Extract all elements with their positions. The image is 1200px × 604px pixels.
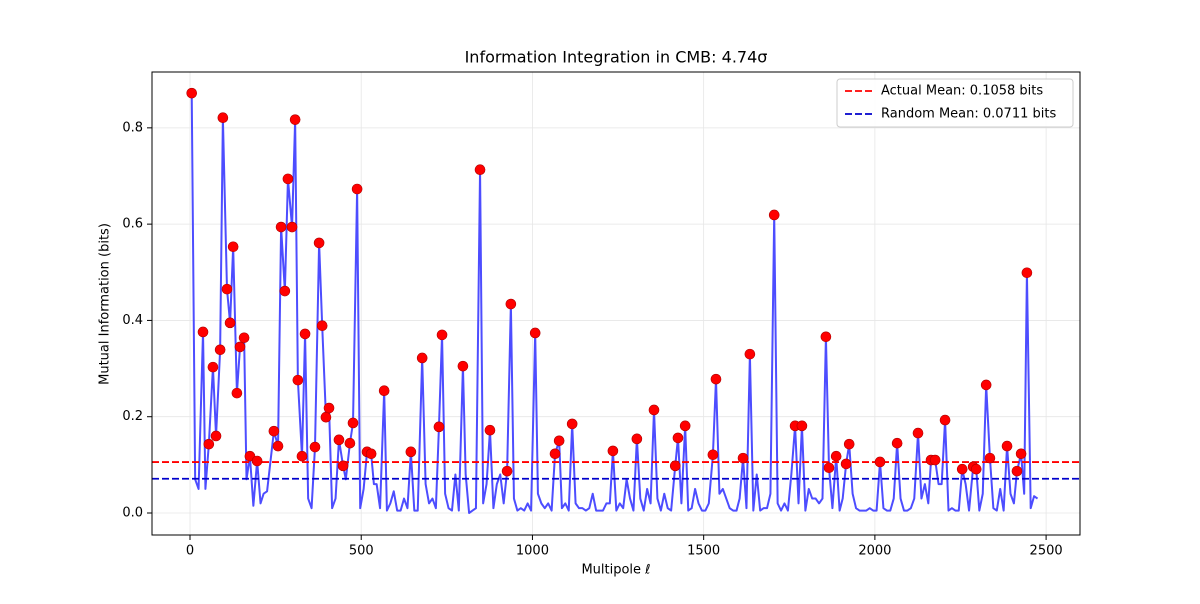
data-point <box>484 424 496 436</box>
data-point <box>553 435 565 447</box>
x-tick-label: 2000 <box>858 544 891 559</box>
data-point <box>221 283 233 295</box>
data-point <box>1021 267 1033 279</box>
data-point <box>272 440 284 452</box>
data-point <box>768 209 780 221</box>
y-tick-label: 0.8 <box>122 120 143 135</box>
data-point <box>796 420 808 432</box>
data-point <box>529 327 541 339</box>
axes-frame <box>151 71 1081 536</box>
data-point <box>744 348 756 360</box>
data-point <box>275 221 287 233</box>
data-point <box>436 329 448 341</box>
data-point <box>347 417 359 429</box>
data-point <box>292 374 304 386</box>
data-point <box>378 385 390 397</box>
x-tick-label: 0 <box>186 544 194 559</box>
data-point <box>224 317 236 329</box>
legend-label: Actual Mean: 0.1058 bits <box>881 84 1043 99</box>
x-tick-label: 1000 <box>516 544 549 559</box>
data-point <box>299 328 311 340</box>
data-point <box>607 445 619 457</box>
data-point <box>286 221 298 233</box>
data-point <box>323 402 335 414</box>
data-point <box>1011 465 1023 477</box>
data-point <box>217 112 229 124</box>
data-point <box>891 437 903 449</box>
data-point <box>251 455 263 467</box>
data-point <box>843 438 855 450</box>
data-point <box>405 446 417 458</box>
data-point <box>207 361 219 373</box>
data-point <box>203 438 215 450</box>
data-point <box>980 379 992 391</box>
data-point <box>337 460 349 472</box>
data-point <box>197 326 209 338</box>
legend-label: Random Mean: 0.0711 bits <box>881 107 1056 122</box>
data-point <box>344 437 356 449</box>
data-point <box>874 456 886 468</box>
data-point <box>939 414 951 426</box>
data-point <box>309 441 321 453</box>
data-point <box>505 298 517 310</box>
data-point <box>416 352 428 364</box>
y-tick-label: 0.0 <box>122 505 143 520</box>
data-point <box>707 449 719 461</box>
data-point <box>316 320 328 332</box>
y-tick-label: 0.4 <box>122 313 143 328</box>
data-point <box>830 450 842 462</box>
data-point <box>672 432 684 444</box>
y-tick-label: 0.2 <box>122 409 143 424</box>
data-point <box>282 173 294 185</box>
data-point <box>231 387 243 399</box>
data-point <box>313 237 325 249</box>
x-tick-label: 1500 <box>687 544 720 559</box>
y-axis-label: Mutual Information (bits) <box>98 223 113 385</box>
x-tick-label: 2500 <box>1030 544 1063 559</box>
data-point <box>320 411 332 423</box>
data-point <box>710 373 722 385</box>
data-point <box>333 434 345 446</box>
y-tick-label: 0.6 <box>122 217 143 232</box>
data-point <box>1015 448 1027 460</box>
chart-title: Information Integration in CMB: 4.74σ <box>465 48 768 67</box>
data-point <box>351 183 363 195</box>
x-tick-label: 500 <box>349 544 374 559</box>
data-point <box>840 458 852 470</box>
data-point <box>457 360 469 372</box>
data-point <box>566 418 578 430</box>
data-point <box>820 331 832 343</box>
x-axis-label: Multipole ℓ <box>581 563 650 578</box>
data-point <box>669 460 681 472</box>
data-point <box>365 448 377 460</box>
data-point <box>956 463 968 475</box>
data-point <box>631 433 643 445</box>
data-point <box>549 448 561 460</box>
data-point <box>289 114 301 125</box>
data-point <box>648 404 660 416</box>
data-point <box>234 341 246 353</box>
data-point <box>984 452 996 464</box>
data-point <box>501 465 513 477</box>
data-point <box>296 450 308 462</box>
data-point <box>238 332 250 344</box>
data-point <box>268 425 280 437</box>
legend <box>836 78 1074 128</box>
data-point <box>279 285 291 297</box>
data-point <box>186 87 198 99</box>
data-point <box>474 164 486 176</box>
data-point <box>210 430 222 442</box>
data-point <box>929 454 941 466</box>
data-point <box>679 420 691 432</box>
data-point <box>214 344 226 356</box>
data-point <box>970 463 982 475</box>
data-point <box>823 462 835 474</box>
data-point <box>227 241 239 253</box>
data-point <box>912 427 924 439</box>
data-point <box>433 421 445 433</box>
data-point <box>737 452 749 464</box>
data-point <box>1001 440 1013 452</box>
